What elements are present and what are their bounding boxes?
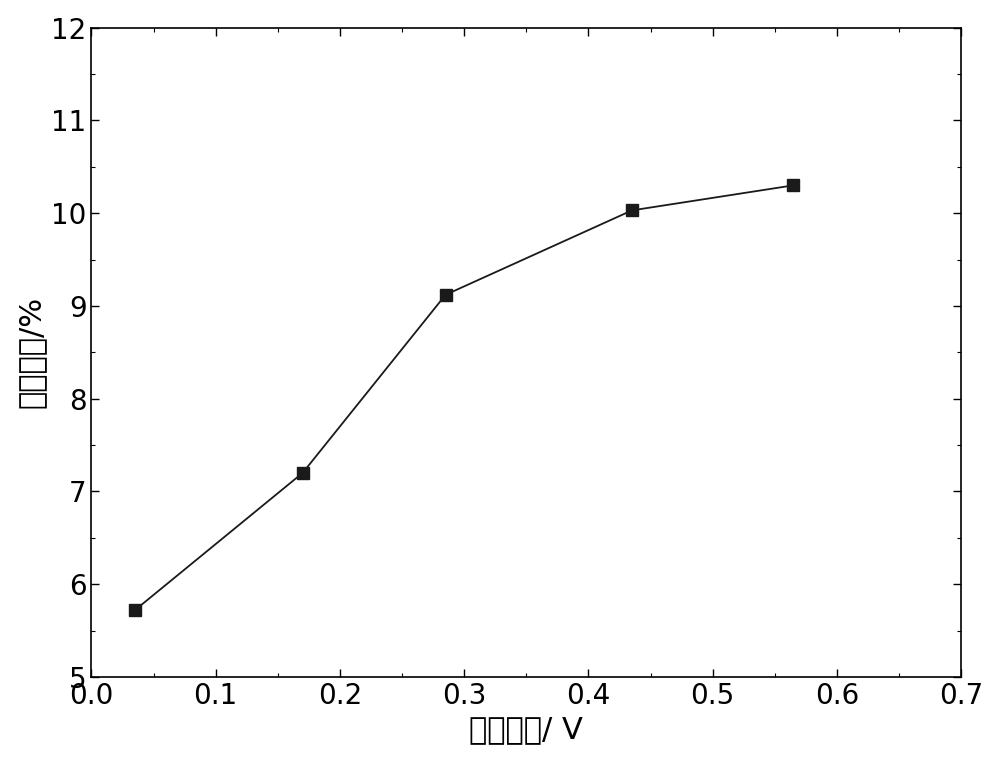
X-axis label: 外加电压/ V: 外加电压/ V: [469, 715, 583, 744]
Y-axis label: 库仓效率/%: 库仓效率/%: [17, 296, 46, 409]
